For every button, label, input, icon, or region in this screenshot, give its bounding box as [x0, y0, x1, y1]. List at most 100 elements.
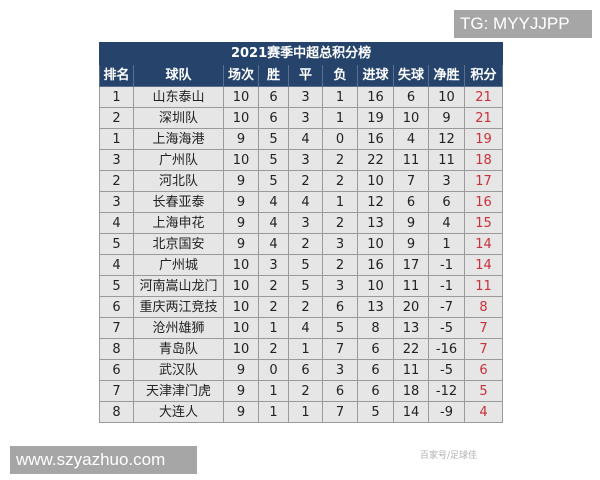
table-cell: 3	[288, 107, 323, 129]
table-cell: 3	[288, 149, 323, 171]
table-cell: 5	[99, 275, 134, 297]
table-cell: 20	[393, 296, 429, 318]
table-cell: 1	[322, 86, 358, 108]
table-cell: 10	[223, 317, 259, 339]
column-header: 平	[288, 64, 323, 87]
table-cell: 1	[258, 380, 289, 402]
watermark: 百家号/足球佳	[420, 451, 478, 461]
table-cell: 3	[322, 275, 358, 297]
table-cell: 4	[99, 212, 134, 234]
table-cell: 5	[258, 149, 289, 171]
table-cell: 1	[428, 233, 465, 255]
table-cell: 4	[258, 233, 289, 255]
table-cell: 3	[428, 170, 465, 192]
team-name-cell: 武汉队	[133, 359, 224, 381]
table-cell: 5	[322, 317, 358, 339]
team-name-cell: 长春亚泰	[133, 191, 224, 213]
table-cell: 11	[428, 149, 465, 171]
table-cell: 10	[223, 275, 259, 297]
table-cell: 1	[258, 401, 289, 423]
team-name-cell: 天津津门虎	[133, 380, 224, 402]
table-cell: 2	[258, 338, 289, 360]
table-cell: 6	[258, 107, 289, 129]
table-cell: 9	[223, 359, 259, 381]
standings-table: 2021赛季中超总积分榜 排名 球队 场次胜平负进球 失球 净胜 积分 1 山东泰山 10 6 3…	[98, 42, 504, 423]
column-header: 排名	[99, 64, 134, 87]
table-cell: 9	[223, 233, 259, 255]
team-name-cell: 北京国安	[133, 233, 224, 255]
table-cell: 6	[357, 359, 394, 381]
table-cell: 7	[393, 170, 429, 192]
column-header: 积分	[463, 64, 504, 87]
table-cell: 2	[288, 296, 323, 318]
table-row: 6 重庆两江竞技 10 2 2 6 13 20 -7 8	[99, 296, 504, 318]
table-cell: -9	[428, 401, 465, 423]
points-cell: 8	[463, 296, 504, 318]
team-name-cell: 山东泰山	[133, 86, 224, 108]
table-cell: 5	[258, 170, 289, 192]
table-cell: 1	[322, 191, 358, 213]
table-cell: 7	[322, 401, 358, 423]
table-cell: 2	[99, 107, 134, 129]
points-cell: 7	[463, 317, 504, 339]
team-name-cell: 上海申花	[133, 212, 224, 234]
tg-overlay-label: TG: MYYJJPP	[454, 10, 592, 38]
table-cell: -7	[428, 296, 465, 318]
column-header: 净胜	[428, 64, 465, 87]
table-cell: 1	[99, 128, 134, 150]
table-cell: 16	[357, 128, 394, 150]
table-cell: 3	[99, 149, 134, 171]
table-cell: 1	[322, 107, 358, 129]
table-cell: 10	[223, 149, 259, 171]
table-cell: 12	[357, 191, 394, 213]
table-row: 1 上海海港 9 5 4 0 16 4 12 19	[99, 128, 504, 150]
table-cell: 4	[258, 212, 289, 234]
table-cell: 6	[99, 296, 134, 318]
table-cell: 4	[428, 212, 465, 234]
team-name-cell: 深圳队	[133, 107, 224, 129]
table-cell: 6	[258, 86, 289, 108]
table-cell: 9	[223, 380, 259, 402]
table-cell: 9	[223, 191, 259, 213]
website-overlay-label: www.szyazhuo.com	[10, 446, 197, 474]
table-cell: 22	[393, 338, 429, 360]
table-row: 2 河北队 9 5 2 2 10 7 3 17	[99, 170, 504, 192]
table-cell: 7	[322, 338, 358, 360]
table-cell: 6	[288, 359, 323, 381]
table-cell: 2	[288, 380, 323, 402]
table-cell: 1	[258, 317, 289, 339]
table-cell: 16	[357, 86, 394, 108]
points-cell: 11	[463, 275, 504, 297]
points-cell: 19	[463, 128, 504, 150]
table-row: 4 上海申花 9 4 3 2 13 9 4 15	[99, 212, 504, 234]
table-cell: -1	[428, 275, 465, 297]
table-cell: 4	[393, 128, 429, 150]
points-cell: 18	[463, 149, 504, 171]
table-row: 5 河南嵩山龙门 10 2 5 3 10 11 -1 11	[99, 275, 504, 297]
table-cell: 10	[223, 254, 259, 276]
table-cell: 2	[322, 149, 358, 171]
table-row: 1 山东泰山 10 6 3 1 16 6 10 21	[99, 86, 504, 108]
table-cell: 2	[322, 170, 358, 192]
table-cell: 6	[393, 191, 429, 213]
points-cell: 6	[463, 359, 504, 381]
table-cell: 6	[322, 296, 358, 318]
table-cell: 10	[357, 275, 394, 297]
table-cell: 6	[322, 380, 358, 402]
points-cell: 7	[463, 338, 504, 360]
table-cell: 0	[322, 128, 358, 150]
team-name-cell: 广州城	[133, 254, 224, 276]
column-header: 失球	[393, 64, 429, 87]
table-row: 5 北京国安 9 4 2 3 10 9 1 14	[99, 233, 504, 255]
table-cell: 5	[288, 254, 323, 276]
table-cell: -16	[428, 338, 465, 360]
column-header: 负	[322, 64, 358, 87]
table-cell: 5	[357, 401, 394, 423]
table-cell: 10	[223, 86, 259, 108]
table-cell: 2	[288, 170, 323, 192]
table-cell: 18	[393, 380, 429, 402]
table-cell: 9	[223, 212, 259, 234]
table-cell: 4	[288, 317, 323, 339]
table-cell: 9	[393, 212, 429, 234]
table-cell: 13	[357, 296, 394, 318]
